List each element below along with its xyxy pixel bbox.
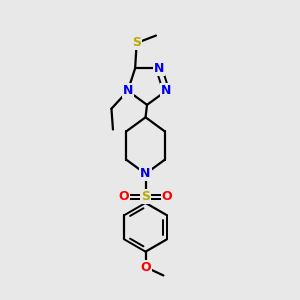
Text: N: N bbox=[154, 62, 164, 75]
Text: N: N bbox=[140, 167, 151, 180]
Text: N: N bbox=[161, 84, 171, 98]
Text: O: O bbox=[162, 190, 172, 203]
Text: N: N bbox=[123, 84, 133, 98]
Text: O: O bbox=[119, 190, 130, 203]
Text: S: S bbox=[132, 37, 141, 50]
Text: O: O bbox=[140, 261, 151, 274]
Text: S: S bbox=[141, 190, 150, 203]
